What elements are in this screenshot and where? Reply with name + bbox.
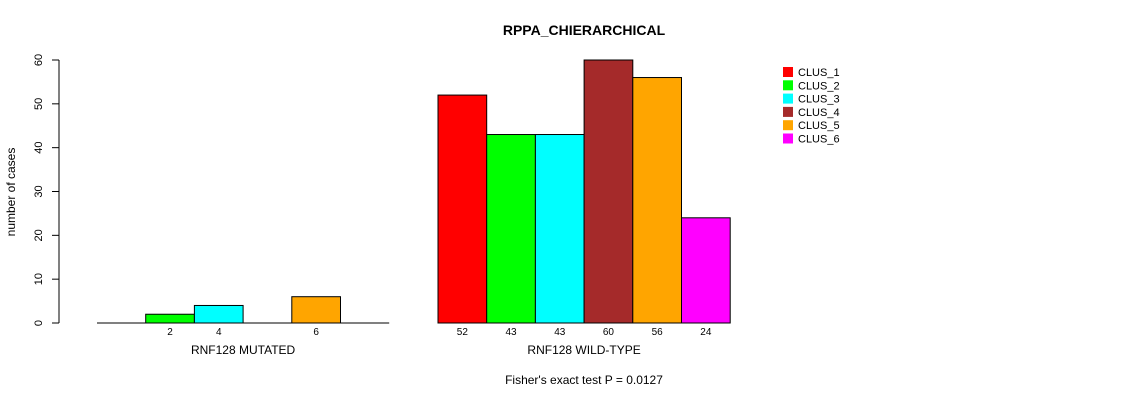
y-axis-label: number of cases bbox=[4, 148, 18, 237]
legend-swatch bbox=[783, 120, 793, 131]
bar-count-label: 24 bbox=[700, 327, 712, 338]
legend-item: CLUS_4 bbox=[783, 106, 840, 119]
legend-swatch bbox=[783, 133, 793, 144]
bar bbox=[534, 134, 585, 324]
y-tick-label: 10 bbox=[33, 273, 45, 285]
legend-swatch bbox=[783, 93, 793, 104]
legend-label: CLUS_4 bbox=[798, 107, 840, 119]
bar bbox=[145, 313, 195, 324]
legend-item: CLUS_5 bbox=[783, 120, 840, 132]
y-axis: 0 10 20 30 40 50 60 bbox=[33, 54, 60, 326]
bar-count-label: 43 bbox=[505, 327, 517, 338]
bar-count-label: 56 bbox=[652, 327, 664, 338]
y-tick-label: 50 bbox=[33, 98, 45, 110]
legend-label: CLUS_5 bbox=[798, 120, 840, 132]
y-tick-label: 40 bbox=[33, 142, 45, 154]
legend-label: CLUS_1 bbox=[798, 67, 840, 79]
bar-count-label: 6 bbox=[313, 327, 319, 338]
legend-item: CLUS_3 bbox=[783, 93, 840, 106]
group-label: RNF128 WILD-TYPE bbox=[527, 343, 640, 357]
y-tick-label: 20 bbox=[33, 229, 45, 241]
bar-count-label: 60 bbox=[603, 327, 615, 338]
bar bbox=[632, 77, 682, 324]
y-tick-label: 0 bbox=[33, 320, 45, 326]
bar bbox=[437, 94, 488, 324]
legend-label: CLUS_3 bbox=[798, 94, 840, 106]
bar bbox=[193, 304, 244, 324]
bar bbox=[486, 134, 536, 324]
bar-count-label: 4 bbox=[216, 327, 222, 338]
bar-count-label: 43 bbox=[554, 327, 566, 338]
legend-swatch bbox=[783, 106, 793, 117]
bar-group: 52 43 43 60 56 24 RNF128 WILD-TYPE bbox=[437, 59, 731, 357]
bar bbox=[681, 217, 731, 324]
fisher-test-footnote: Fisher's exact test P = 0.0127 bbox=[505, 373, 663, 387]
legend-swatch bbox=[783, 67, 793, 77]
bar bbox=[583, 59, 634, 324]
bar bbox=[291, 296, 341, 324]
bar-count-label: 52 bbox=[457, 327, 469, 338]
legend-label: CLUS_6 bbox=[798, 134, 840, 146]
legend-swatch bbox=[783, 80, 793, 91]
legend-item: CLUS_6 bbox=[783, 133, 840, 146]
y-tick-label: 60 bbox=[33, 54, 45, 66]
bar-count-label: 2 bbox=[167, 327, 173, 338]
bar-group: 2 4 6 RNF128 MUTATED bbox=[97, 296, 390, 357]
group-label: RNF128 MUTATED bbox=[191, 343, 296, 357]
chart-title: RPPA_CHIERARCHICAL bbox=[503, 22, 666, 38]
legend-item: CLUS_2 bbox=[783, 80, 840, 92]
y-tick-label: 30 bbox=[33, 185, 45, 197]
legend-label: CLUS_2 bbox=[798, 80, 840, 92]
legend-item: CLUS_1 bbox=[783, 67, 840, 79]
